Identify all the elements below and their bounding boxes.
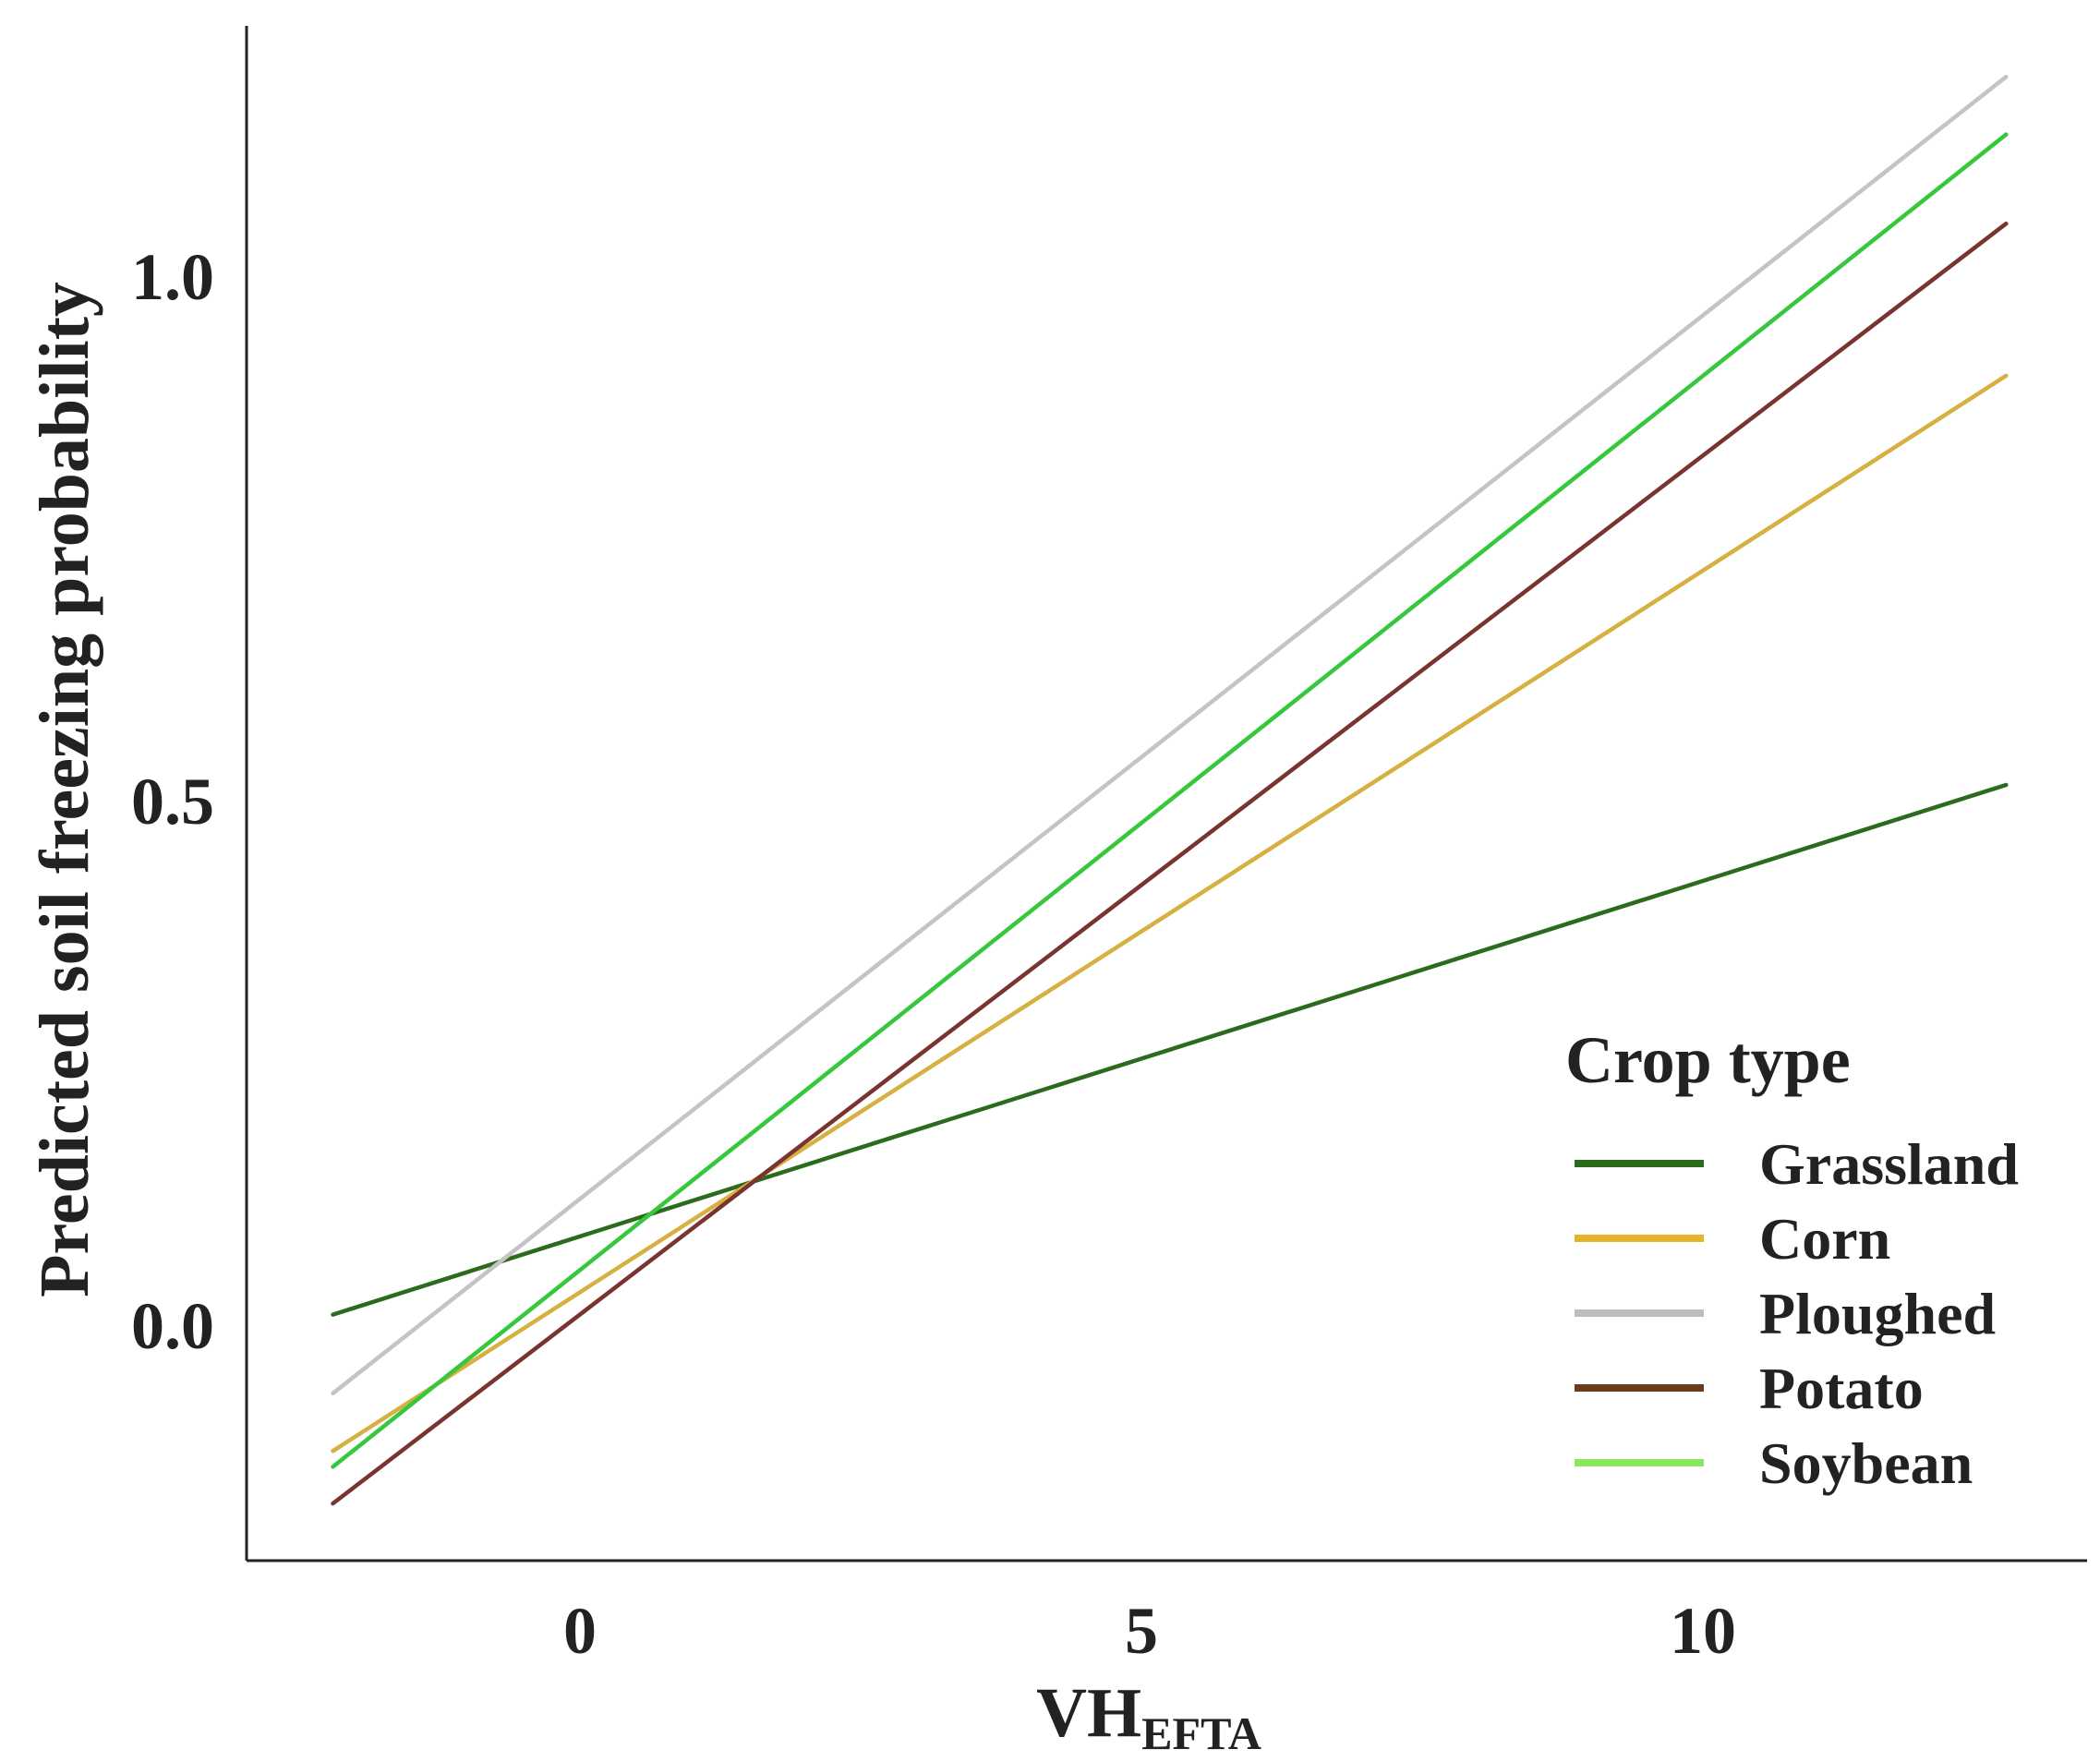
- legend-title: Crop type: [1565, 1023, 1851, 1097]
- series-line-grassland: [331, 782, 2009, 1317]
- y-tick-label: 1.0: [131, 240, 214, 314]
- legend-label-ploughed: Ploughed: [1759, 1281, 1996, 1346]
- x-tick-label: 0: [563, 1594, 597, 1668]
- x-tick-label: 5: [1125, 1594, 1158, 1668]
- series-line-potato: [331, 221, 2009, 1506]
- x-tick-label: 10: [1670, 1594, 1736, 1668]
- series-line-corn: [331, 373, 2009, 1453]
- y-ticks: 0.0 0.5 1.0: [131, 240, 214, 1363]
- y-tick-label: 0.0: [131, 1289, 214, 1363]
- axes: [245, 26, 2087, 1562]
- x-ticks: 0 5 10: [563, 1594, 1736, 1668]
- series-layer: [331, 74, 2009, 1506]
- y-tick-label: 0.5: [131, 765, 214, 838]
- legend: Crop type Grassland Corn Ploughed Potato Soy…: [1565, 1023, 2019, 1496]
- legend-items: Grassland Corn Ploughed Potato Soybean: [1575, 1131, 2019, 1496]
- y-axis-title: Predicted soil freezing probability: [26, 282, 103, 1297]
- legend-label-corn: Corn: [1759, 1206, 1890, 1272]
- legend-label-potato: Potato: [1759, 1356, 1924, 1421]
- series-line-soybean: [331, 132, 2009, 1469]
- x-axis-title-main: VH: [1036, 1674, 1141, 1752]
- legend-label-grassland: Grassland: [1759, 1131, 2019, 1197]
- x-axis-title: VHEFTA: [1036, 1674, 1261, 1759]
- series-line-ploughed: [331, 74, 2009, 1396]
- legend-label-soybean: Soybean: [1759, 1430, 1973, 1496]
- x-axis-title-sub: EFTA: [1141, 1707, 1261, 1759]
